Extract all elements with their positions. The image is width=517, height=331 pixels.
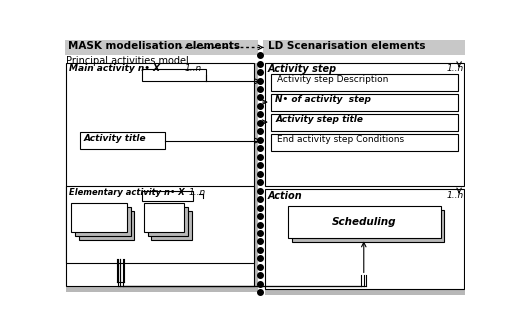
Bar	[66, 63, 254, 286]
Text: End activity step Conditions: End activity step Conditions	[277, 135, 404, 144]
Bar	[65, 40, 258, 55]
Text: Principal activities model: Principal activities model	[66, 56, 189, 66]
Text: Activity step: Activity step	[268, 64, 337, 74]
Bar	[271, 134, 458, 151]
Bar	[79, 211, 134, 240]
Bar	[142, 191, 192, 202]
Bar	[265, 189, 464, 289]
Bar	[271, 94, 458, 111]
Bar	[147, 207, 188, 236]
Text: N• of activity  step: N• of activity step	[276, 95, 371, 104]
Text: 1..n: 1..n	[447, 64, 464, 73]
Text: LD Scenarisation elements: LD Scenarisation elements	[268, 41, 425, 51]
Bar	[71, 203, 127, 232]
Text: Activity step Description: Activity step Description	[277, 75, 388, 84]
Bar	[66, 286, 257, 292]
Text: Action: Action	[268, 191, 302, 201]
Bar	[292, 210, 445, 242]
Bar	[144, 203, 184, 232]
Bar	[271, 114, 458, 131]
Text: MASK modelisation elements: MASK modelisation elements	[68, 41, 240, 51]
Bar	[271, 73, 458, 91]
Bar	[464, 189, 467, 295]
Bar	[142, 69, 206, 81]
Text: 1..n: 1..n	[189, 188, 206, 197]
Text: Activity title: Activity title	[84, 134, 147, 143]
Text: Main activity n• X: Main activity n• X	[69, 64, 160, 73]
Text: Scheduling: Scheduling	[331, 217, 396, 227]
Text: 1..n: 1..n	[447, 191, 464, 200]
Bar	[80, 132, 165, 149]
Bar	[263, 40, 465, 55]
Bar	[74, 207, 130, 236]
Text: Elementary activity n• X: Elementary activity n• X	[69, 188, 185, 197]
Bar	[151, 211, 192, 240]
Bar	[254, 63, 257, 292]
Text: 1..n: 1..n	[185, 64, 202, 73]
Bar	[265, 63, 464, 186]
Text: Activity step title: Activity step title	[276, 115, 363, 124]
Bar	[288, 206, 440, 238]
Bar	[66, 186, 254, 263]
Bar	[265, 289, 467, 295]
